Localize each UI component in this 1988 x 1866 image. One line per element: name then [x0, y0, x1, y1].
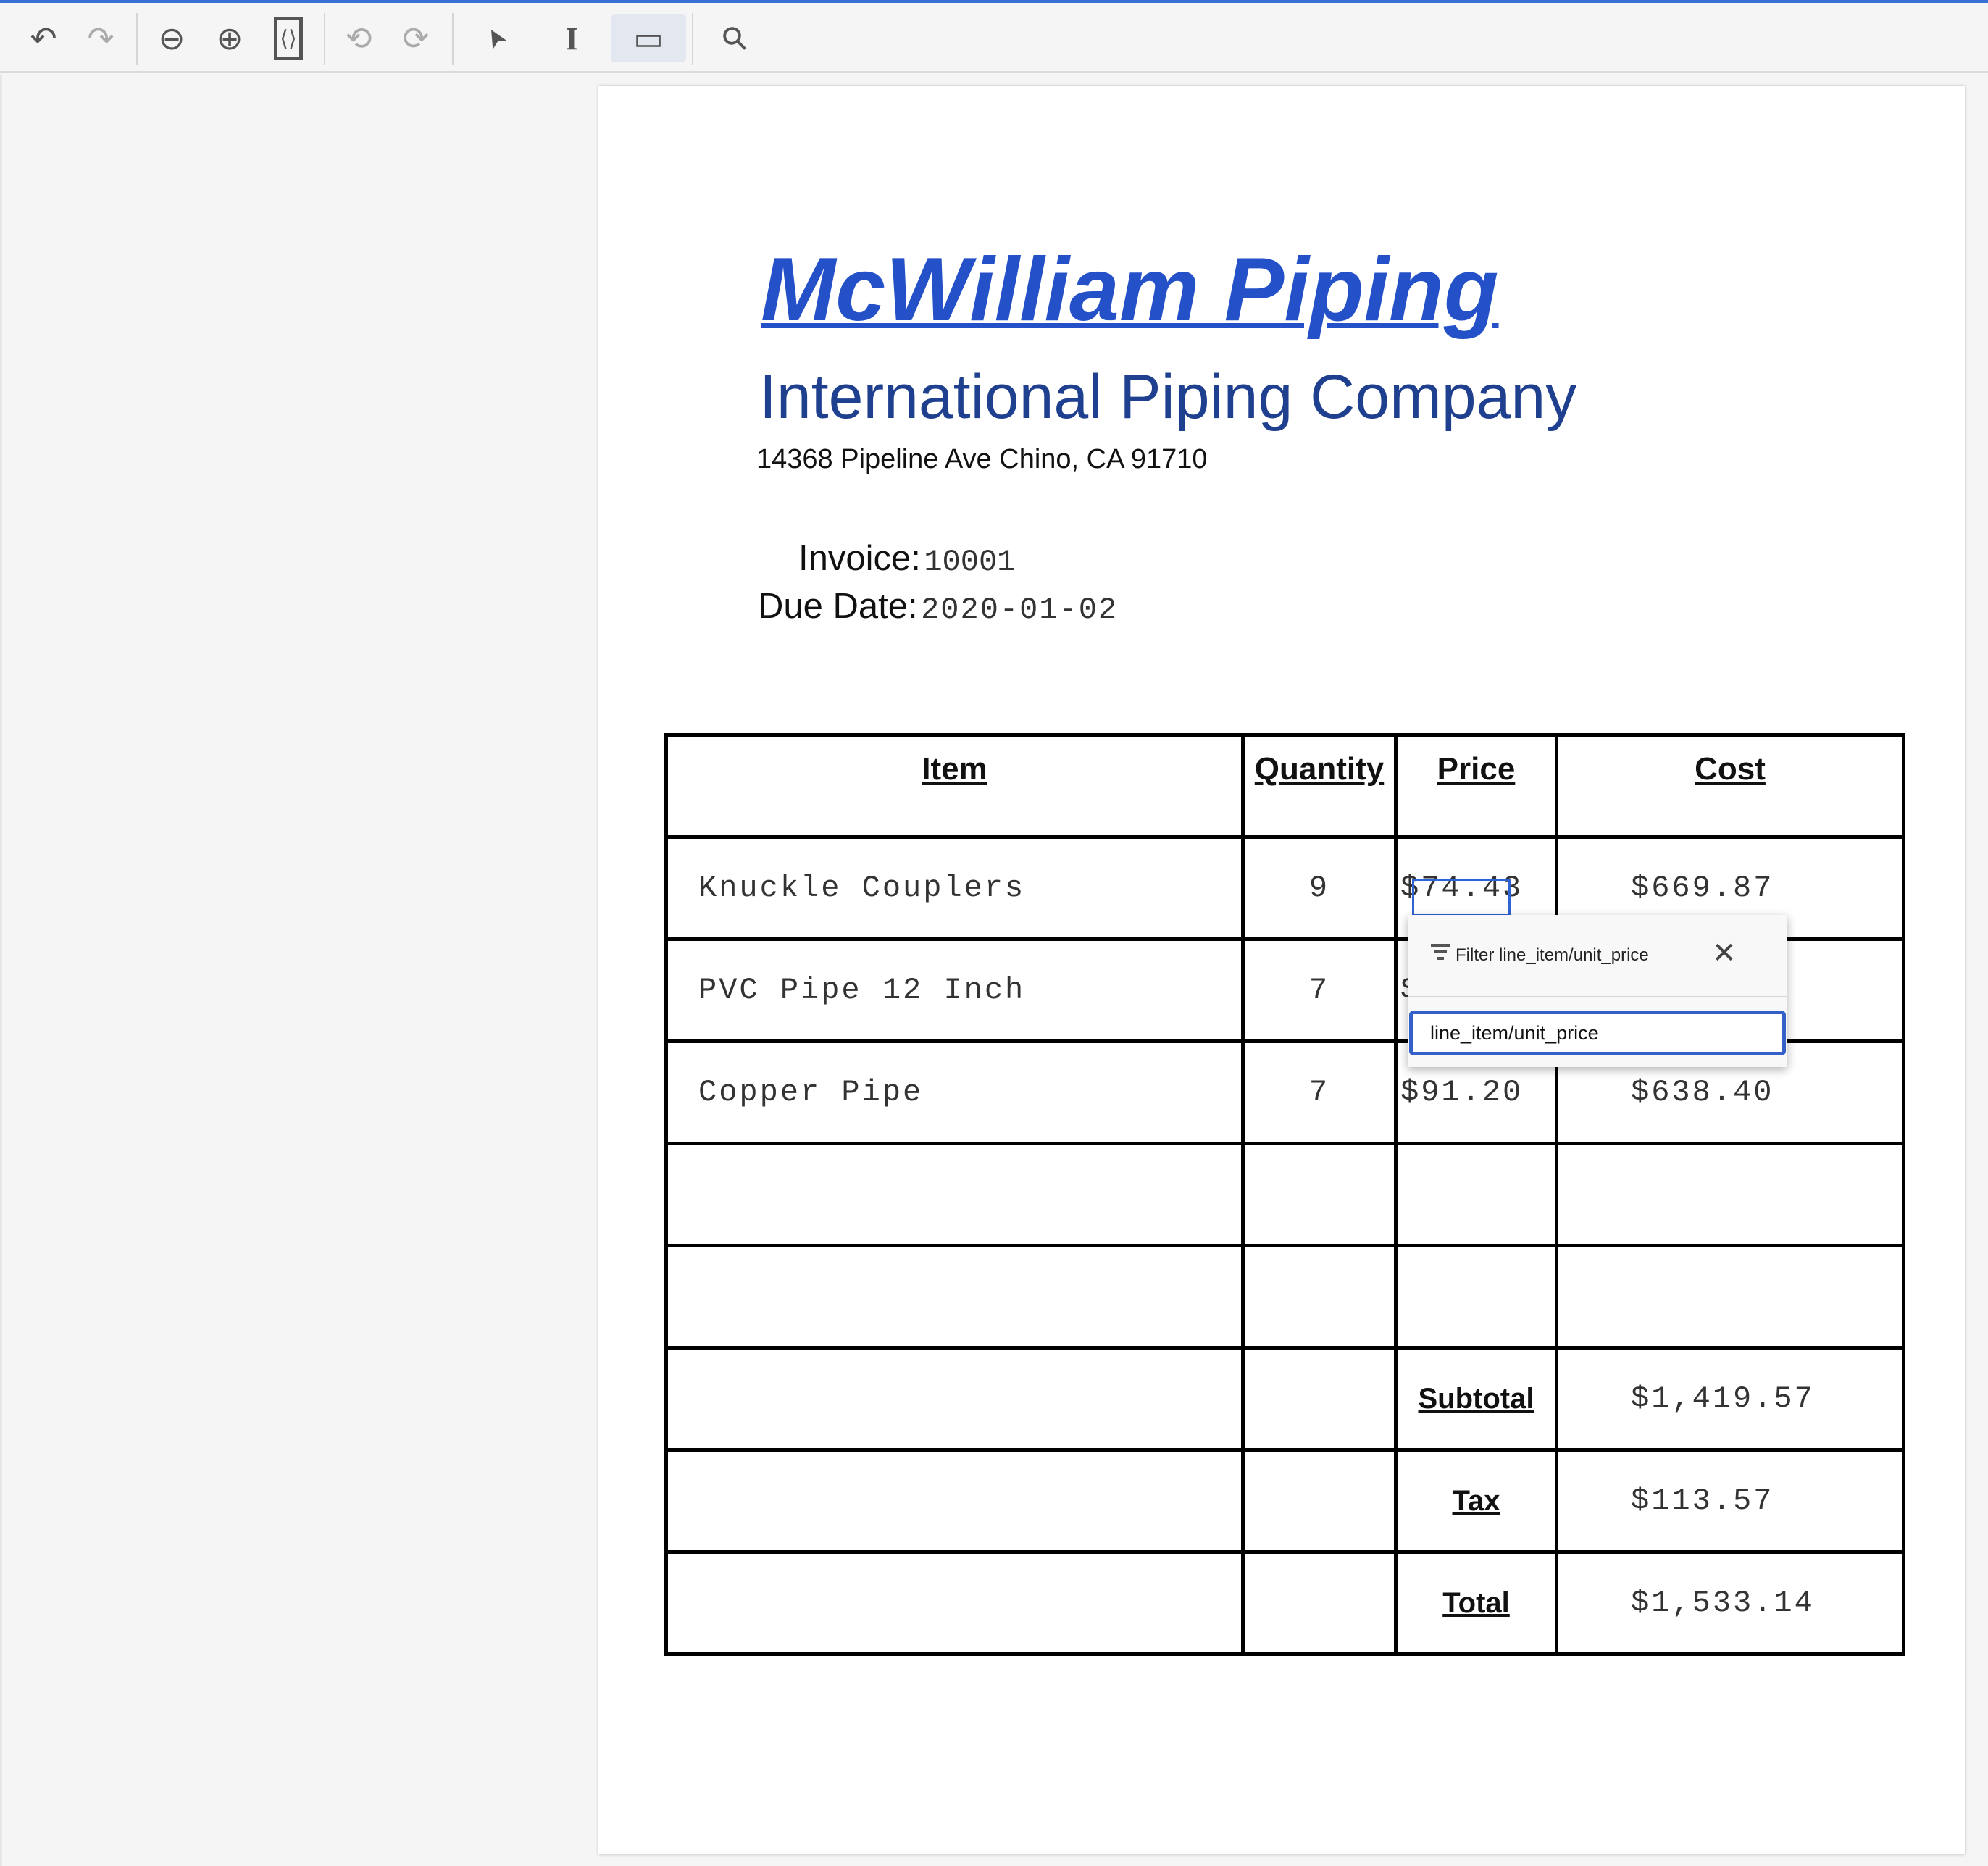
- rotate-right-icon: ⟳: [402, 20, 430, 57]
- empty-cell: [1555, 1244, 1905, 1350]
- company-address: 14368 Pipeline Ave Chino, CA 91710: [756, 444, 1208, 474]
- empty-cell: [1241, 1142, 1398, 1247]
- filter-input[interactable]: [1409, 1011, 1786, 1055]
- empty-cell: [1241, 1448, 1398, 1554]
- empty-cell: [664, 1550, 1245, 1656]
- divider: [324, 13, 325, 65]
- table-header-row: Item Quantity Price Cost: [664, 733, 1905, 839]
- empty-cell: [664, 1346, 1245, 1452]
- empty-cell: [1555, 1142, 1905, 1247]
- subtotal-label: Subtotal: [1394, 1346, 1558, 1452]
- left-panel: [0, 75, 598, 1866]
- rotate-left-button[interactable]: ⟲: [335, 14, 383, 62]
- search-button[interactable]: ⚲: [701, 4, 768, 72]
- zoom-in-icon: ⊕: [216, 20, 243, 57]
- filter-icon: [1431, 944, 1450, 960]
- document-page: McWilliam Piping International Piping Co…: [598, 86, 1965, 1854]
- header-price: Price: [1394, 733, 1558, 839]
- company-subtitle: International Piping Company: [759, 362, 1577, 432]
- redo-icon: ↷: [87, 20, 114, 57]
- item-cell[interactable]: Copper Pipe: [664, 1039, 1245, 1145]
- fit-page-icon: ⟨⟩: [280, 26, 297, 51]
- item-cell[interactable]: Knuckle Couplers: [664, 835, 1245, 941]
- invoice-value: 10001: [924, 545, 1016, 580]
- empty-cell: [1241, 1550, 1398, 1656]
- search-icon: ⚲: [714, 17, 756, 59]
- empty-row: [664, 1142, 1905, 1247]
- pointer-tool-button[interactable]: ➤: [463, 6, 528, 71]
- qty-cell[interactable]: 9: [1241, 835, 1398, 941]
- toolbar: ↶ ↷ ⊖ ⊕ ⟨⟩ ⟲ ⟳ ➤ I ▭ ⚲: [0, 3, 1988, 73]
- pointer-icon: ➤: [477, 21, 514, 56]
- filter-popup: Filter line_item/unit_price ✕: [1408, 915, 1787, 1067]
- divider: [452, 13, 454, 65]
- selected-value-box[interactable]: [1412, 879, 1511, 916]
- qty-cell[interactable]: 7: [1241, 1039, 1398, 1145]
- empty-cell: [1394, 1142, 1558, 1247]
- zoom-out-icon: ⊖: [158, 20, 185, 57]
- table-row: Knuckle Couplers 9 $74.43 $669.87: [664, 835, 1905, 941]
- tax-row: Tax $113.57: [664, 1448, 1905, 1554]
- empty-cell: [1241, 1346, 1398, 1452]
- undo-button[interactable]: ↶: [20, 14, 67, 62]
- filter-title: Filter line_item/unit_price: [1456, 945, 1649, 965]
- text-select-icon: I: [565, 20, 578, 57]
- total-value[interactable]: $1,533.14: [1555, 1550, 1905, 1656]
- empty-cell: [664, 1244, 1245, 1350]
- add-box-button[interactable]: ▭: [611, 14, 686, 62]
- header-cost: Cost: [1555, 733, 1905, 839]
- empty-cell: [664, 1142, 1245, 1247]
- text-select-button[interactable]: I: [548, 14, 596, 62]
- due-date-value: 2020-01-02: [921, 593, 1119, 627]
- rotate-right-button[interactable]: ⟳: [392, 14, 440, 62]
- empty-cell: [664, 1448, 1245, 1554]
- empty-cell: [1394, 1244, 1558, 1350]
- fit-page-button[interactable]: ⟨⟩: [274, 17, 303, 60]
- total-label: Total: [1394, 1550, 1558, 1656]
- header-quantity: Quantity: [1241, 733, 1398, 839]
- zoom-out-button[interactable]: ⊖: [148, 14, 196, 62]
- zoom-in-button[interactable]: ⊕: [206, 14, 254, 62]
- due-date-label: Due Date:: [758, 587, 918, 626]
- due-date-line: Due Date: 2020-01-02: [758, 586, 1118, 627]
- divider: [136, 13, 138, 65]
- invoice-line: Invoice: 10001: [798, 538, 1015, 580]
- invoice-label: Invoice:: [798, 539, 921, 578]
- close-icon[interactable]: ✕: [1712, 937, 1737, 969]
- item-cell[interactable]: PVC Pipe 12 Inch: [664, 937, 1245, 1043]
- header-item: Item: [664, 733, 1245, 839]
- tax-label: Tax: [1394, 1448, 1558, 1554]
- total-row: Total $1,533.14: [664, 1550, 1905, 1656]
- company-title: McWilliam Piping: [761, 240, 1499, 340]
- empty-cell: [1241, 1244, 1398, 1350]
- top-accent-bar: [0, 0, 1988, 3]
- divider: [692, 13, 693, 65]
- tax-value[interactable]: $113.57: [1555, 1448, 1905, 1554]
- redo-button[interactable]: ↷: [77, 14, 125, 62]
- rotate-left-icon: ⟲: [345, 20, 372, 57]
- undo-icon: ↶: [30, 20, 57, 57]
- qty-cell[interactable]: 7: [1241, 937, 1398, 1043]
- divider: [1408, 996, 1787, 997]
- invoice-table: Item Quantity Price Cost Knuckle Coupler…: [664, 733, 1905, 1656]
- empty-row: [664, 1244, 1905, 1350]
- subtotal-row: Subtotal $1,419.57: [664, 1346, 1905, 1452]
- add-box-icon: ▭: [633, 20, 664, 57]
- subtotal-value[interactable]: $1,419.57: [1555, 1346, 1905, 1452]
